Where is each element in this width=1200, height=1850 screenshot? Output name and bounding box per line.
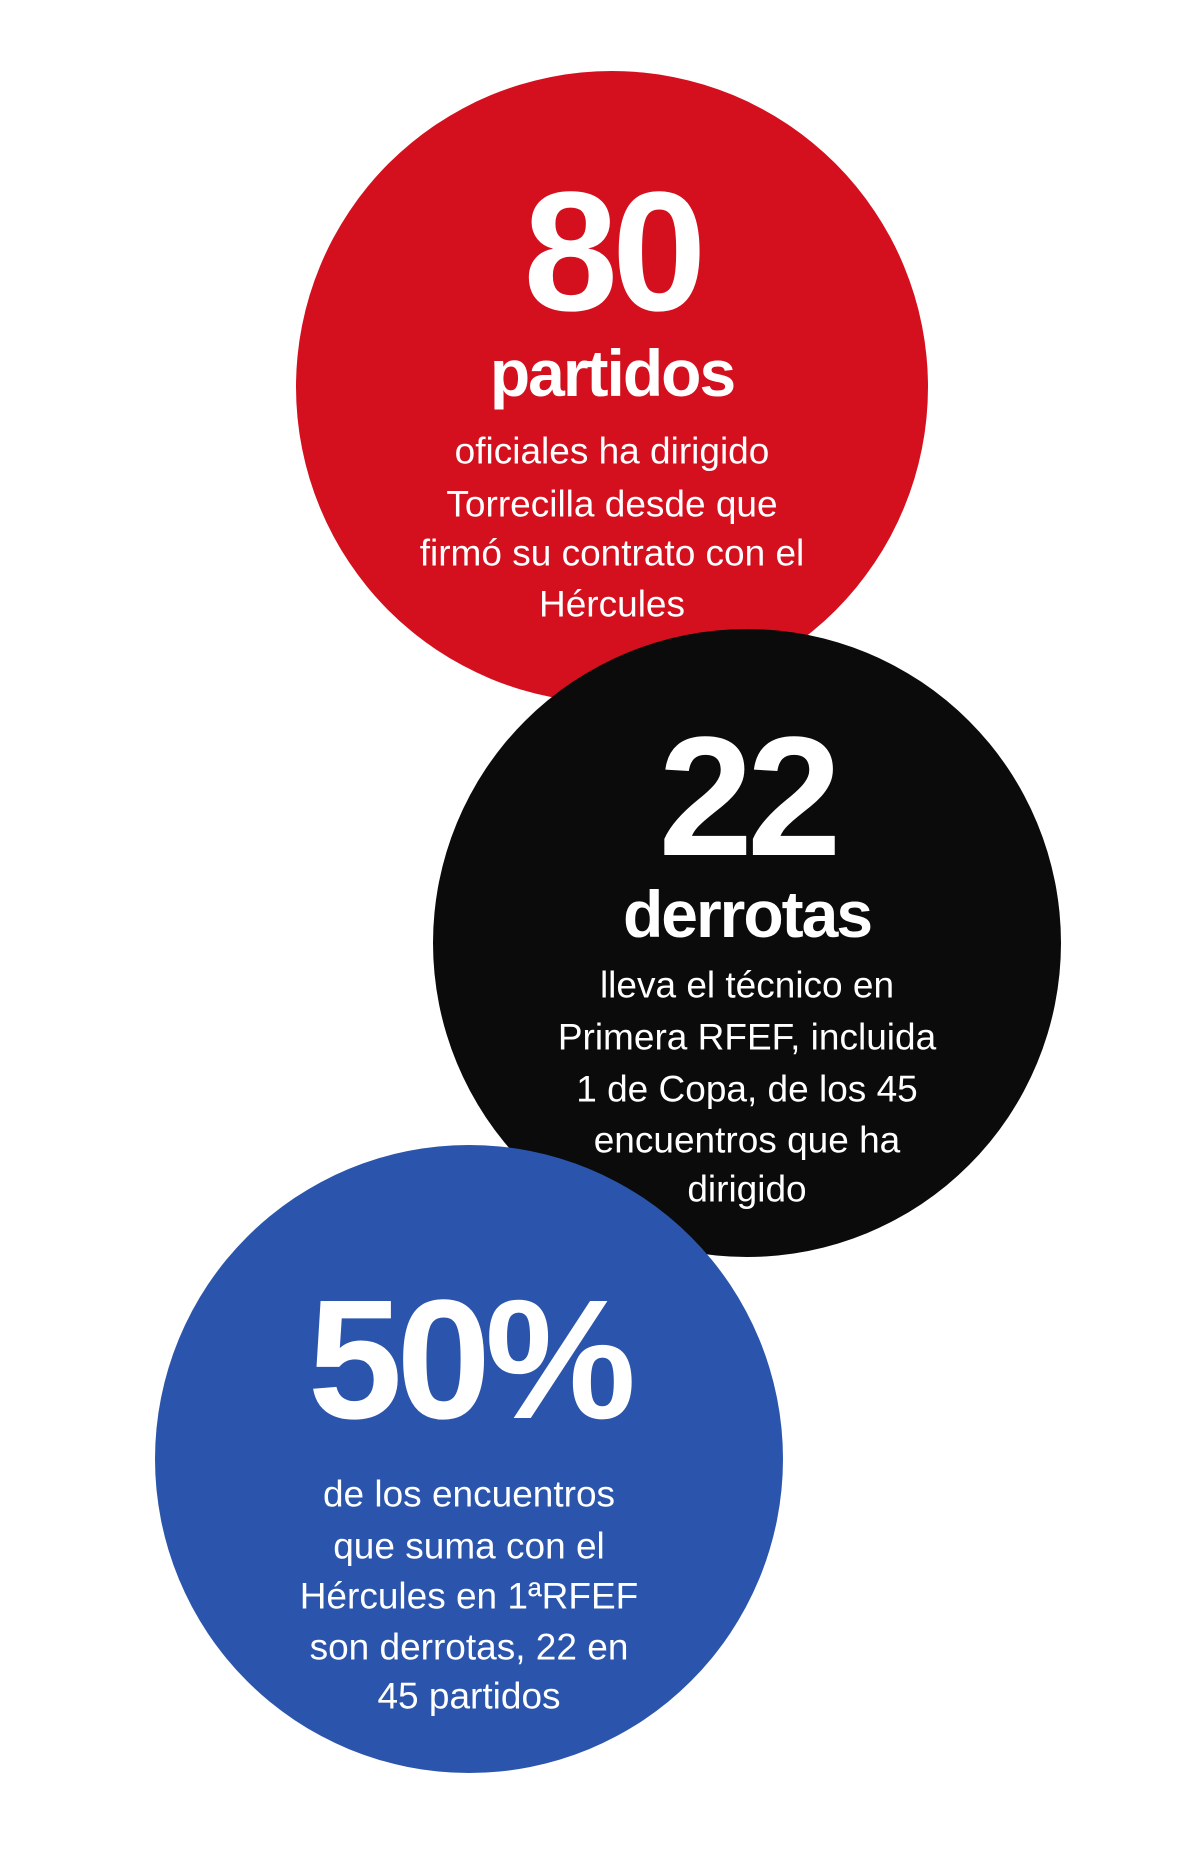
matches-desc-line: Torrecilla desde que	[446, 483, 778, 525]
percentage-desc-line: son derrotas, 22 en	[309, 1626, 629, 1668]
red-stat-circle	[296, 71, 928, 703]
blue-stat-circle	[155, 1145, 783, 1773]
percentage-desc-line: que suma con el	[333, 1525, 605, 1567]
matches-desc-line: Hércules	[539, 583, 685, 625]
percentage-desc-line: Hércules en 1ªRFEF	[299, 1575, 639, 1617]
defeats-desc-line: encuentros que ha	[593, 1119, 901, 1161]
percentage-desc-line: de los encuentros	[322, 1473, 616, 1515]
matches-unit: partidos	[489, 336, 736, 410]
defeats-desc-line: dirigido	[687, 1168, 807, 1210]
matches-number: 80	[523, 157, 706, 347]
defeats-desc-line: lleva el técnico en	[599, 964, 895, 1006]
defeats-unit: derrotas	[622, 877, 873, 951]
percentage-desc-line: 45 partidos	[377, 1675, 561, 1717]
matches-desc-line: oficiales ha dirigido	[454, 430, 770, 472]
defeats-number: 22	[658, 702, 841, 892]
defeats-desc-line: 1 de Copa, de los 45	[576, 1068, 918, 1110]
defeats-desc-line: Primera RFEF, incluida	[557, 1016, 937, 1058]
defeat-percentage: 50%	[307, 1265, 636, 1455]
matches-desc-line: firmó su contrato con el	[419, 532, 805, 574]
